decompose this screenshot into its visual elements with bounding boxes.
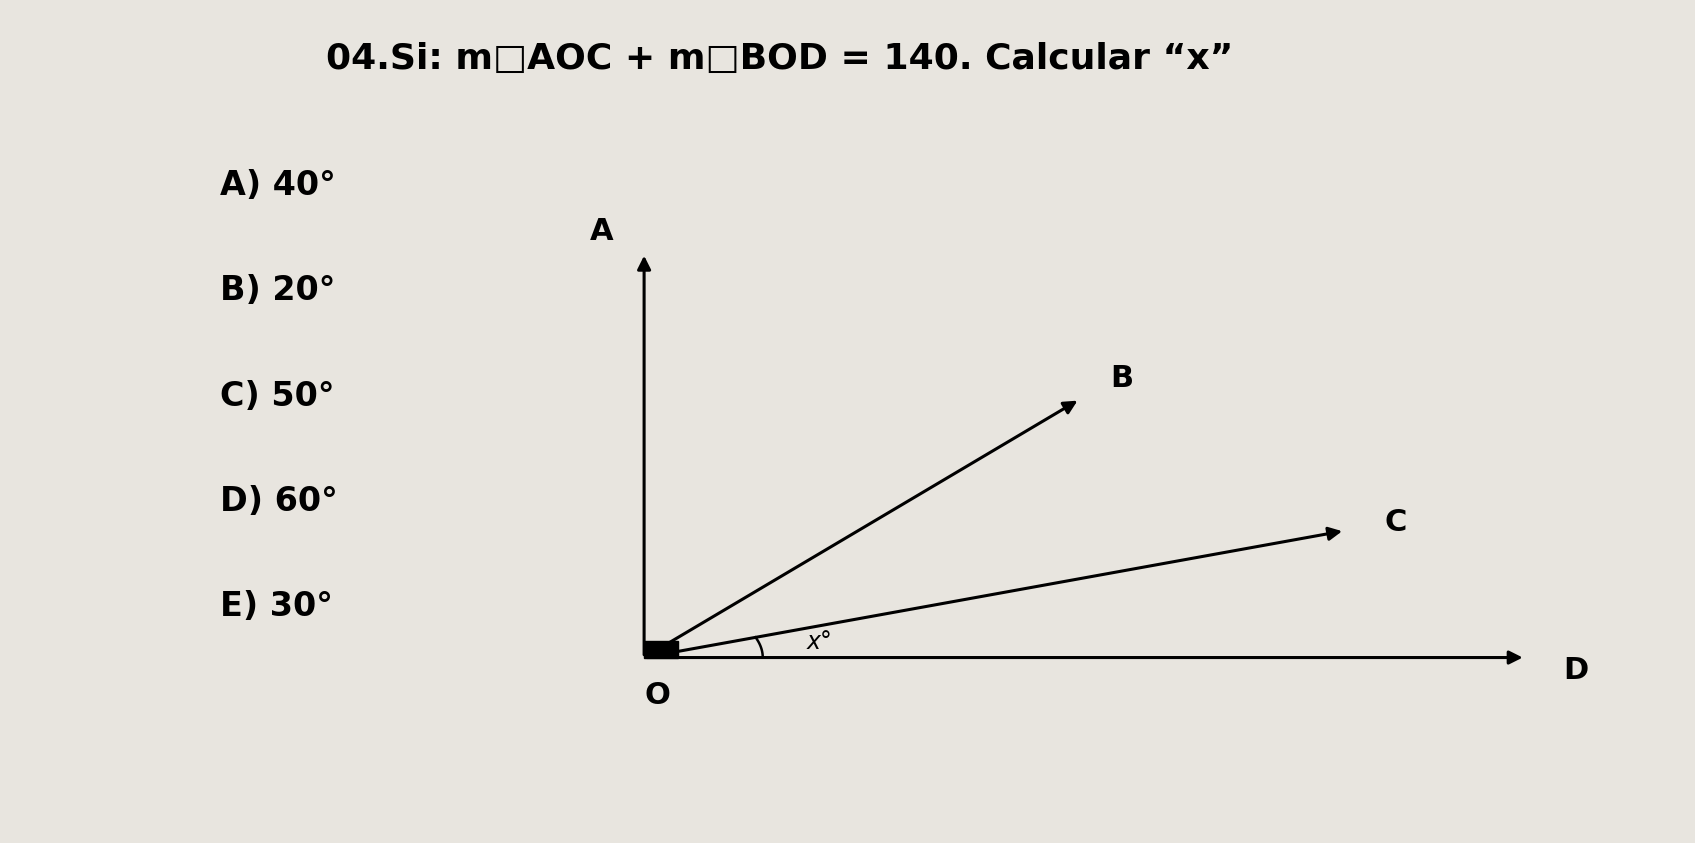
Text: A) 40°: A) 40°	[220, 169, 336, 202]
Text: O: O	[644, 681, 671, 710]
Text: x°: x°	[807, 631, 832, 654]
Text: C: C	[1385, 507, 1407, 537]
Text: D: D	[1564, 656, 1588, 685]
Text: B: B	[1110, 363, 1134, 393]
Text: C) 50°: C) 50°	[220, 379, 336, 413]
Text: E) 30°: E) 30°	[220, 590, 334, 624]
Text: 04.Si: m□AOC + m□BOD = 140. Calcular “x”: 04.Si: m□AOC + m□BOD = 140. Calcular “x”	[325, 42, 1234, 76]
Text: A: A	[590, 217, 614, 246]
Text: B) 20°: B) 20°	[220, 274, 336, 308]
Polygon shape	[644, 641, 678, 658]
Text: D) 60°: D) 60°	[220, 485, 337, 518]
